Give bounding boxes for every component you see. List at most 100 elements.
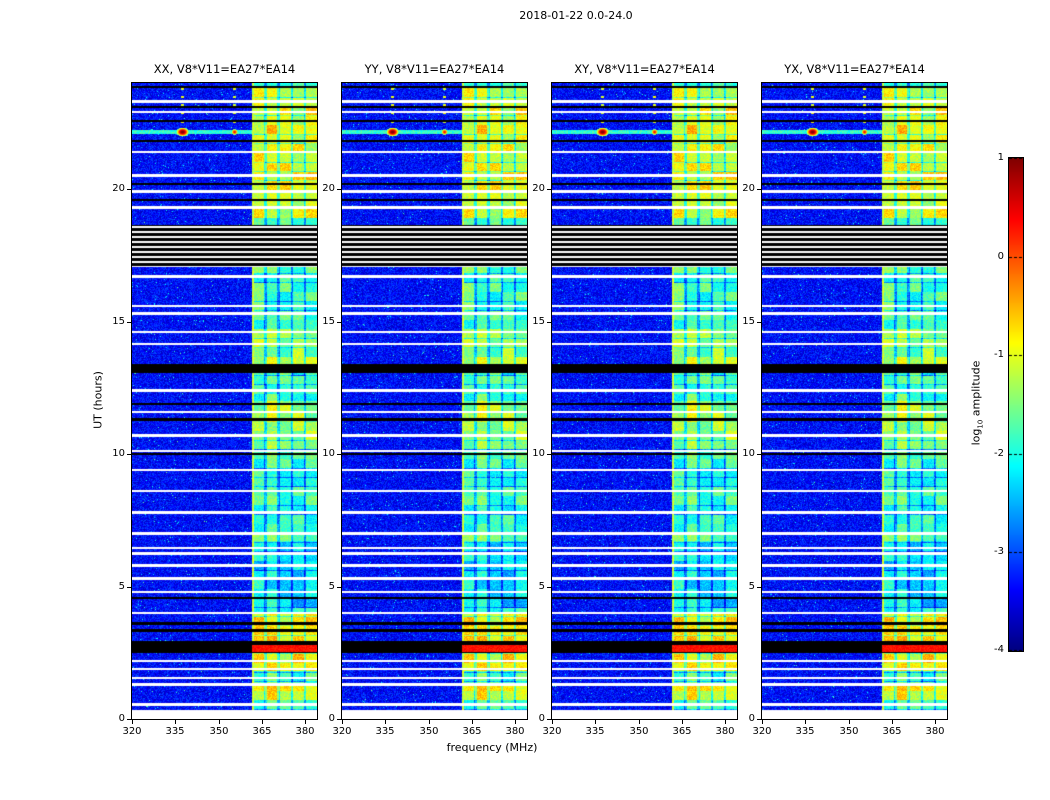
x-tick-label: 365 [252, 726, 272, 737]
y-tick [757, 189, 761, 190]
y-tick-label: 5 [328, 581, 335, 592]
x-tick [305, 720, 306, 724]
y-tick [757, 322, 761, 323]
x-tick-label: 350 [839, 726, 859, 737]
colorbar-tick-label: 1 [997, 152, 1004, 163]
y-tick-label: 10 [532, 448, 545, 459]
colorbar-label: log10 amplitude [969, 361, 984, 446]
x-tick-label: 320 [752, 726, 772, 737]
colorbar-tick-label: -3 [994, 546, 1004, 557]
y-tick-label: 5 [538, 581, 545, 592]
y-tick [757, 454, 761, 455]
y-tick-label: 20 [112, 183, 125, 194]
x-tick-label: 335 [585, 726, 605, 737]
panel-title-xx: XX, V8*V11=EA27*EA14 [153, 62, 296, 76]
y-tick-label: 0 [748, 713, 755, 724]
x-tick-label: 365 [462, 726, 482, 737]
colorbar-canvas [1009, 158, 1023, 651]
y-tick [127, 322, 131, 323]
x-tick [515, 720, 516, 724]
x-tick [429, 720, 430, 724]
heatmap-canvas-xy [552, 83, 737, 719]
heatmap-panel-xy: XY, V8*V11=EA27*EA14 [551, 62, 738, 720]
panel-title-xy: XY, V8*V11=EA27*EA14 [574, 62, 715, 76]
x-tick-label: 380 [925, 726, 945, 737]
y-tick-label: 10 [742, 448, 755, 459]
y-tick-label: 0 [328, 713, 335, 724]
y-tick-label: 15 [322, 316, 335, 327]
x-tick [805, 720, 806, 724]
y-axis-title: UT (hours) [91, 371, 105, 429]
colorbar-label-log: log [969, 428, 983, 446]
colorbar-tick-label: -2 [994, 448, 1004, 459]
colorbar-label-amplitude: amplitude [969, 360, 983, 420]
colorbar-tick-label: -4 [994, 644, 1004, 655]
x-tick [849, 720, 850, 724]
x-tick [892, 720, 893, 724]
y-tick [127, 587, 131, 588]
x-tick [219, 720, 220, 724]
heatmap-panel-yx: YX, V8*V11=EA27*EA14 [761, 62, 948, 720]
x-tick-label: 335 [795, 726, 815, 737]
heatmap-canvas-xx [132, 83, 317, 719]
y-tick [757, 587, 761, 588]
x-tick-label: 335 [165, 726, 185, 737]
x-tick [595, 720, 596, 724]
panel-title-yy: YY, V8*V11=EA27*EA14 [364, 62, 505, 76]
y-tick [337, 454, 341, 455]
x-tick [552, 720, 553, 724]
x-tick-label: 350 [419, 726, 439, 737]
y-tick-label: 5 [748, 581, 755, 592]
figure-title: 2018-01-22 0.0-24.0 [519, 9, 633, 22]
y-tick-label: 20 [532, 183, 545, 194]
x-tick-label: 365 [672, 726, 692, 737]
y-tick [547, 322, 551, 323]
heatmap-panel-yy: YY, V8*V11=EA27*EA14 [341, 62, 528, 720]
y-tick-label: 10 [112, 448, 125, 459]
heatmap-canvas-yy [342, 83, 527, 719]
y-tick [127, 719, 131, 720]
y-tick-label: 15 [742, 316, 755, 327]
x-tick [762, 720, 763, 724]
panel-title-yx: YX, V8*V11=EA27*EA14 [784, 62, 925, 76]
colorbar-label-subscript: 10 [976, 419, 985, 429]
y-tick-label: 15 [112, 316, 125, 327]
x-axis-title: frequency (MHz) [446, 741, 538, 754]
y-tick [337, 189, 341, 190]
colorbar-tick-label: -1 [994, 349, 1004, 360]
y-tick-label: 15 [532, 316, 545, 327]
y-tick [337, 322, 341, 323]
y-tick [547, 587, 551, 588]
y-tick [337, 587, 341, 588]
y-tick-label: 10 [322, 448, 335, 459]
colorbar [1008, 157, 1024, 652]
x-tick [385, 720, 386, 724]
x-tick [175, 720, 176, 724]
y-tick-label: 5 [118, 581, 125, 592]
y-tick [127, 189, 131, 190]
x-tick-label: 320 [122, 726, 142, 737]
x-tick [935, 720, 936, 724]
x-tick [132, 720, 133, 724]
x-tick-label: 350 [629, 726, 649, 737]
x-tick [639, 720, 640, 724]
y-tick-label: 20 [742, 183, 755, 194]
x-tick-label: 380 [715, 726, 735, 737]
x-tick [725, 720, 726, 724]
x-tick-label: 365 [882, 726, 902, 737]
colorbar-tick-label: 0 [997, 251, 1004, 262]
y-tick [337, 719, 341, 720]
y-tick-label: 0 [538, 713, 545, 724]
x-tick [342, 720, 343, 724]
y-tick-label: 0 [118, 713, 125, 724]
x-tick-label: 320 [542, 726, 562, 737]
x-tick-label: 335 [375, 726, 395, 737]
y-tick [757, 719, 761, 720]
x-tick-label: 380 [295, 726, 315, 737]
y-tick [127, 454, 131, 455]
x-tick-label: 350 [209, 726, 229, 737]
x-tick [262, 720, 263, 724]
x-tick-label: 320 [332, 726, 352, 737]
heatmap-panel-xx: XX, V8*V11=EA27*EA14 [131, 62, 318, 720]
